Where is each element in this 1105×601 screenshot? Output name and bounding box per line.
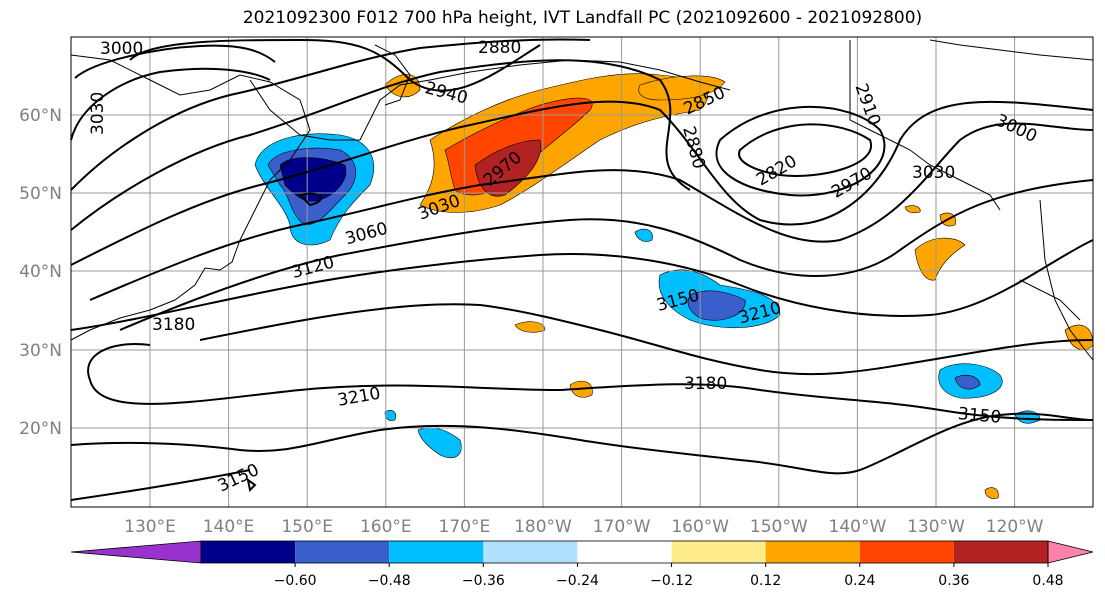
colorbar-tick-label: −0.48 (368, 573, 411, 589)
colorbar-tick-label: 0.12 (750, 573, 781, 589)
colorbar-bin (671, 541, 766, 563)
latitude-labels: 60°N 50°N 40°N 30°N 20°N (19, 106, 62, 439)
latitude-label: 40°N (19, 262, 62, 282)
longitude-label: 130°W (907, 517, 965, 537)
anomaly-shading (954, 374, 981, 390)
contour-label: 3030 (912, 163, 955, 183)
latitude-label: 20°N (19, 419, 62, 439)
colorbar-bin (765, 541, 860, 563)
contour-label: 3150 (957, 404, 1002, 428)
colorbar-tick-label: −0.24 (556, 573, 599, 589)
map-title: 2021092300 F012 700 hPa height, IVT Land… (242, 8, 923, 28)
longitude-labels: 130°E 140°E 150°E 160°E 170°E 180°W 170°W 160°W… (124, 517, 1044, 537)
contour-label: 3030 (88, 92, 108, 135)
colorbar-tick-label: −0.12 (650, 573, 693, 589)
colorbar-bin (859, 541, 954, 563)
anomaly-shading (687, 290, 746, 321)
colorbar-tick-label: −0.36 (462, 573, 505, 589)
colorbar-bin (295, 541, 390, 563)
anomaly-shading (279, 157, 347, 202)
longitude-label: 160°E (360, 517, 412, 537)
colorbar-labels: −0.60 −0.48 −0.36 −0.24 −0.12 0.12 0.24 0.36 0.4… (274, 563, 1064, 589)
contour-label: 3000 (100, 39, 143, 59)
longitude-label: 130°E (124, 517, 176, 537)
anomaly-shading (634, 228, 653, 242)
anomaly-shading (474, 139, 542, 197)
longitude-label: 180°W (514, 517, 572, 537)
gridlines (71, 37, 1093, 507)
anomaly-shading (914, 237, 966, 281)
map-border (70, 36, 1094, 508)
height-contours (70, 38, 1094, 501)
anomaly-shading (417, 427, 462, 459)
longitude-label: 120°W (986, 517, 1044, 537)
colorbar-bin (577, 541, 672, 563)
colorbar-tick-label: 0.36 (938, 573, 969, 589)
anomaly-shading (904, 205, 921, 214)
colorbar-tick-label: 0.24 (844, 573, 875, 589)
contour-label: 3180 (152, 315, 195, 335)
longitude-label: 150°W (750, 517, 808, 537)
longitude-label: 170°W (593, 517, 651, 537)
colorbar-extend-low (70, 540, 202, 564)
latitude-label: 50°N (19, 184, 62, 204)
contour-label: 2880 (478, 38, 521, 58)
longitude-label: 170°E (439, 517, 491, 537)
longitude-label: 150°E (281, 517, 333, 537)
anomaly-shading (514, 321, 546, 333)
colorbar-tick-label: 0.48 (1032, 573, 1063, 589)
latitude-label: 30°N (19, 341, 62, 361)
longitude-label: 140°E (203, 517, 255, 537)
longitude-label: 160°W (671, 517, 729, 537)
colorbar-outline (200, 540, 1049, 564)
latitude-label: 60°N (19, 106, 62, 126)
anomaly-shading (984, 487, 999, 499)
colorbar-bin (389, 541, 484, 563)
colorbar (70, 540, 1094, 564)
contour-label: 3180 (684, 374, 727, 394)
colorbar-bin (201, 541, 296, 563)
colorbar-bin (483, 541, 578, 563)
colorbar-tick-label: −0.60 (274, 573, 317, 589)
colorbar-bin (953, 541, 1048, 563)
colorbar-extend-high (1047, 540, 1094, 564)
longitude-label: 140°W (829, 517, 887, 537)
